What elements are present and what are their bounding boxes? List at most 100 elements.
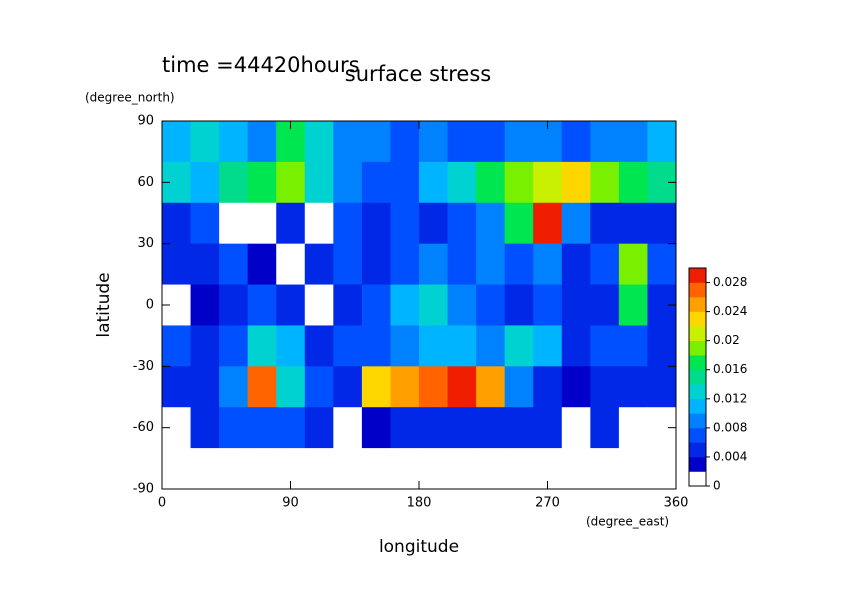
- contour-cell: [419, 284, 449, 326]
- contour-cell: [361, 407, 391, 449]
- x-tick-label: 0: [158, 496, 166, 511]
- y-unit: (degree_north): [85, 91, 175, 105]
- y-tick-label: -30: [133, 359, 154, 374]
- contour-cell: [533, 161, 563, 204]
- contour-cell: [304, 161, 334, 204]
- contour-cell: [219, 366, 249, 408]
- x-tick-label: 180: [407, 496, 432, 511]
- contour-cell: [190, 366, 220, 408]
- colorbar-frame: [688, 267, 707, 487]
- contour-cell: [247, 448, 277, 490]
- contour-cell: [333, 407, 363, 449]
- contour-cell: [618, 366, 648, 408]
- contour-cell: [304, 366, 334, 408]
- colorbar-tick-label: 0.02: [713, 333, 740, 347]
- contour-cell: [590, 202, 620, 245]
- contour-cell: [276, 366, 306, 408]
- colorbar-swatch: [689, 311, 706, 327]
- contour-cell: [561, 407, 591, 449]
- contour-cell: [390, 161, 420, 204]
- contour-cell: [190, 202, 220, 245]
- contour-cell: [447, 366, 477, 408]
- contour-cell: [219, 325, 249, 367]
- contour-cell: [219, 161, 249, 204]
- contour-cell: [190, 407, 220, 449]
- contour-cell: [533, 366, 563, 408]
- contour-cell: [162, 121, 192, 163]
- contour-cell: [533, 243, 563, 286]
- contour-cell: [390, 121, 420, 163]
- contour-cell: [447, 448, 477, 490]
- colorbar-tick-label: 0.028: [713, 275, 747, 289]
- contour-cell: [304, 325, 334, 367]
- contour-cell: [447, 161, 477, 204]
- contour-cell: [419, 448, 449, 490]
- contour-cell: [162, 448, 192, 490]
- contour-cell: [618, 407, 648, 449]
- colorbar-swatch: [689, 355, 706, 371]
- contour-cell: [419, 243, 449, 286]
- contour-cell: [333, 284, 363, 326]
- contour-cell: [561, 202, 591, 245]
- colorbar-swatch: [689, 282, 706, 298]
- contour-cell: [647, 366, 677, 408]
- contour-cell: [561, 243, 591, 286]
- colorbar-tick-label: 0.016: [713, 362, 747, 376]
- colorbar-swatch: [689, 398, 706, 414]
- colorbar-tick-label: 0.008: [713, 420, 747, 434]
- contour-cell: [190, 325, 220, 367]
- contour-cell: [618, 121, 648, 163]
- x-tick-label: 270: [535, 496, 560, 511]
- contour-cell: [390, 202, 420, 245]
- contour-cell: [533, 202, 563, 245]
- contour-cell: [333, 325, 363, 367]
- contour-cell: [419, 325, 449, 367]
- contour-cell: [618, 202, 648, 245]
- contour-cell: [333, 243, 363, 286]
- contour-cell: [247, 284, 277, 326]
- contour-cell: [276, 284, 306, 326]
- contour-cell: [190, 161, 220, 204]
- contour-cell: [476, 448, 506, 490]
- contour-cell: [247, 202, 277, 245]
- contour-cell: [419, 202, 449, 245]
- contour-cell: [333, 121, 363, 163]
- contour-cell: [647, 202, 677, 245]
- contour-cell: [476, 202, 506, 245]
- contour-cell: [476, 284, 506, 326]
- contour-cell: [390, 407, 420, 449]
- contour-cell: [561, 121, 591, 163]
- contour-cell: [476, 407, 506, 449]
- contour-cell: [276, 325, 306, 367]
- colorbar-swatch: [689, 427, 706, 443]
- contour-cell: [533, 325, 563, 367]
- contour-cell: [590, 325, 620, 367]
- contour-cell: [504, 202, 534, 245]
- contour-cell: [361, 243, 391, 286]
- contour-cell: [618, 161, 648, 204]
- contour-cell: [590, 243, 620, 286]
- contour-cell: [190, 121, 220, 163]
- contour-cell: [361, 325, 391, 367]
- y-tick-label: -60: [133, 420, 154, 435]
- contour-cell: [333, 161, 363, 204]
- colorbar-swatch: [689, 326, 706, 341]
- contour-cell: [476, 161, 506, 204]
- colorbar-tick-label: 0.012: [713, 391, 747, 405]
- colorbar-swatch: [689, 340, 706, 356]
- contour-cell: [190, 284, 220, 326]
- contour-cell: [304, 407, 334, 449]
- colorbar-swatch: [689, 384, 706, 400]
- x-unit: (degree_east): [586, 515, 669, 529]
- x-axis-label: longitude: [379, 537, 459, 557]
- colorbar-swatch: [689, 268, 706, 283]
- contour-cell: [447, 243, 477, 286]
- contour-cell: [647, 121, 677, 163]
- contour-cell: [219, 121, 249, 163]
- contour-cell: [419, 407, 449, 449]
- contour-cell: [504, 325, 534, 367]
- contour-cell: [561, 325, 591, 367]
- contour-cell: [390, 325, 420, 367]
- contour-cell: [590, 366, 620, 408]
